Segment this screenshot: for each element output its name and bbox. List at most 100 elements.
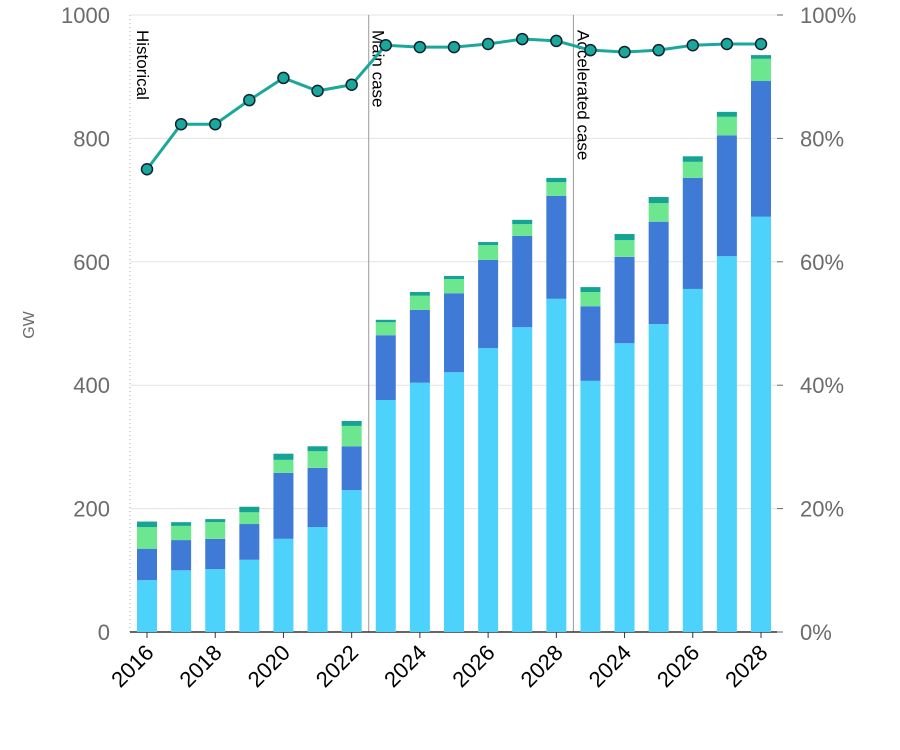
bar-segment: [478, 245, 499, 260]
bar-segment: [307, 467, 328, 528]
x-tick-label: 2020: [243, 640, 295, 692]
annotation: Historical: [133, 30, 152, 100]
bar-segment: [239, 559, 260, 632]
bar-segment: [512, 235, 533, 328]
bar-segment: [273, 453, 294, 460]
bar-segment: [751, 58, 771, 82]
y2-tick-label: 0%: [800, 620, 832, 645]
line-marker: [515, 32, 529, 46]
line-marker: [413, 40, 427, 54]
line-marker: [208, 117, 222, 131]
line-marker: [550, 34, 563, 48]
bar-segment: [444, 279, 464, 294]
bar-segment: [171, 570, 192, 632]
bar-segment: [137, 527, 157, 549]
y2-tick-label: 40%: [800, 373, 844, 398]
x-tick-label: 2022: [311, 640, 363, 692]
bar-segment: [171, 522, 192, 526]
line-marker: [140, 163, 154, 176]
bar-segment: [580, 306, 601, 381]
bar-segment: [546, 177, 567, 183]
bar-segment: [512, 219, 533, 225]
bar-segment: [648, 203, 669, 222]
bar-segment: [375, 335, 396, 401]
bar-segment: [375, 400, 396, 632]
bar-segment: [444, 372, 464, 632]
bar-segment: [682, 288, 703, 632]
line-marker: [686, 38, 700, 52]
y-tick-label: 800: [73, 126, 110, 151]
bar-segment: [580, 380, 601, 632]
bar-segment: [546, 182, 567, 196]
bar-segment: [614, 240, 635, 257]
line-marker: [652, 43, 665, 57]
line-marker: [618, 45, 631, 59]
y2-tick-label: 80%: [800, 126, 844, 151]
bar-segment: [375, 319, 396, 323]
bar-segment: [478, 242, 499, 246]
line-marker: [481, 37, 495, 51]
bar-segment: [409, 292, 430, 296]
bar-segment: [273, 459, 294, 473]
bar-segment: [580, 292, 601, 307]
bar-segment: [239, 506, 260, 513]
bar-segment: [137, 521, 157, 528]
line-marker: [447, 40, 461, 54]
line-marker: [720, 37, 734, 51]
bar-segment: [273, 472, 294, 539]
bar-segment: [682, 156, 703, 162]
bar-segment: [341, 446, 362, 491]
bar-segment: [580, 287, 601, 293]
bar-segment: [444, 293, 464, 373]
bar-segment: [307, 527, 328, 632]
bar-segment: [341, 490, 362, 632]
x-tick-label: 2026: [447, 640, 499, 692]
bar-segment: [307, 446, 328, 452]
bar-segment: [512, 224, 533, 236]
line-marker: [379, 38, 393, 52]
bar-segment: [648, 221, 669, 325]
bar-segment: [478, 259, 499, 349]
bar-segment: [546, 298, 567, 632]
bar-segment: [444, 275, 464, 280]
bar-segment: [648, 197, 669, 204]
bar-segment: [682, 177, 703, 289]
bar-segment: [307, 451, 328, 468]
line-marker: [277, 71, 290, 85]
bar-segment: [716, 256, 737, 632]
bar-segment: [648, 324, 669, 632]
bar-segment: [205, 522, 226, 539]
x-tick-label: 2024: [584, 640, 636, 692]
bar-segment: [716, 111, 737, 117]
bar-segment: [751, 81, 771, 217]
x-tick-label: 2028: [516, 640, 568, 692]
y-tick-label: 600: [73, 250, 110, 275]
line-marker: [243, 93, 256, 107]
bar-segment: [478, 348, 499, 632]
line-marker: [345, 78, 358, 91]
x-tick-label: 2024: [379, 640, 431, 692]
bar-segment: [716, 135, 737, 257]
bar-segment: [205, 569, 226, 632]
bar-segment: [137, 580, 157, 632]
y2-tick-label: 100%: [800, 3, 856, 28]
bar-segment: [546, 195, 567, 299]
bar-segment: [409, 309, 430, 383]
y-tick-label: 0: [98, 620, 110, 645]
bar-segment: [682, 161, 703, 178]
y-tick-label: 1000: [61, 3, 110, 28]
y-tick-label: 200: [73, 497, 110, 522]
line: [145, 37, 761, 171]
bar-segment: [239, 512, 260, 525]
y-tick-label: 400: [73, 373, 110, 398]
line-marker: [311, 84, 324, 98]
bar-segment: [205, 519, 226, 523]
annotation: Accelerated case: [573, 30, 592, 160]
bar-segment: [409, 382, 430, 632]
bar-segment: [171, 540, 192, 571]
line-marker: [754, 37, 768, 51]
bar-segment: [512, 327, 533, 632]
bar-segment: [273, 538, 294, 632]
bar-segment: [409, 295, 430, 310]
